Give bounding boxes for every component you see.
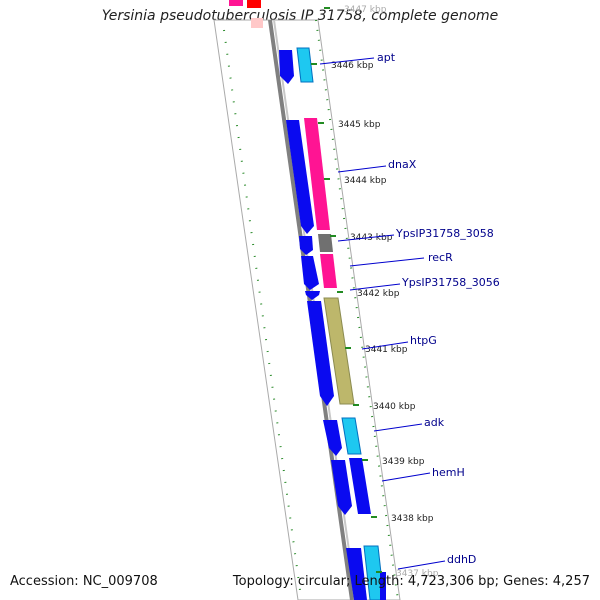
gene-label-dnax[interactable]: dnaX	[388, 158, 417, 171]
tick-label: 3447 kbp	[344, 5, 387, 15]
gene-hemh-strand	[331, 460, 352, 515]
tick-label: 3445 kbp	[338, 120, 381, 130]
tick-label: 3438 kbp	[391, 514, 434, 524]
gene-dnax-category	[304, 118, 330, 230]
gene-ddhd-category	[363, 545, 385, 600]
gene-leader-line	[319, 57, 375, 65]
gene-recr-strand	[301, 256, 319, 290]
top-feature-red	[247, 0, 261, 8]
tick-label: 3440 kbp	[373, 402, 416, 412]
top-feature-faint	[251, 18, 263, 28]
top-feature-pink	[229, 0, 243, 6]
gene-label-ypsip31758_3058[interactable]: YpsIP31758_3058	[395, 227, 494, 240]
tick-label: 3443 kbp	[350, 233, 393, 243]
topology-label: Topology: circular; Length: 4,723,306 bp…	[232, 574, 590, 589]
gene-label-layer: apt dnaX YpsIP31758_3058 recR YpsIP31758_305…	[319, 51, 500, 570]
gene-apt-category	[296, 47, 314, 83]
gene-hemh-category	[349, 458, 371, 514]
gene-3058-category	[318, 234, 333, 252]
tick-label: 3439 kbp	[382, 457, 425, 467]
gene-adk-strand	[323, 420, 342, 456]
map-title: Yersinia pseudotuberculosis IP 31758, co…	[101, 8, 499, 24]
gene-3058-strand	[299, 236, 313, 255]
gene-ddhd-strand	[346, 548, 367, 600]
gene-label-apt[interactable]: apt	[377, 51, 396, 64]
tick-label: 3442 kbp	[357, 289, 400, 299]
gene-label-adk[interactable]: adk	[424, 416, 445, 429]
map-band	[213, 19, 401, 600]
tick-label: 3446 kbp	[331, 61, 374, 71]
gene-leader-line	[373, 423, 423, 432]
gene-leader-line	[349, 257, 425, 267]
gene-label-hemh[interactable]: hemH	[432, 466, 465, 479]
gene-apt-strand	[279, 50, 294, 84]
gene-leader-line	[361, 341, 409, 350]
gene-adk-category	[341, 417, 362, 455]
gene-label-ypsip31758_3056[interactable]: YpsIP31758_3056	[401, 276, 500, 289]
gene-leader-line	[349, 283, 401, 291]
gene-label-ddhd[interactable]: ddhD	[447, 553, 476, 566]
tick-layer: 3447 kbp 3446 kbp 3445 kbp 3444 kbp 3443 kbp…	[311, 5, 439, 579]
gene-leader-line	[381, 472, 431, 482]
gene-dnax-strand	[286, 120, 314, 234]
gene-ddhd-extra	[380, 572, 386, 600]
tick-label: 3441 kbp	[365, 345, 408, 355]
accession-label: Accession: NC_009708	[10, 574, 158, 589]
gene-htpg-strand	[307, 301, 334, 406]
gene-leader-line	[397, 560, 446, 570]
tick-label: 3444 kbp	[344, 176, 387, 186]
gene-label-htpg[interactable]: htpG	[410, 334, 437, 347]
gene-leader-line	[337, 165, 387, 173]
gene-label-recr[interactable]: recR	[428, 251, 453, 264]
gene-recr-category	[320, 254, 337, 288]
gene-3056-strand	[305, 291, 320, 300]
tick-label: 3437 kbp	[396, 569, 439, 579]
gene-leader-line	[337, 234, 395, 242]
